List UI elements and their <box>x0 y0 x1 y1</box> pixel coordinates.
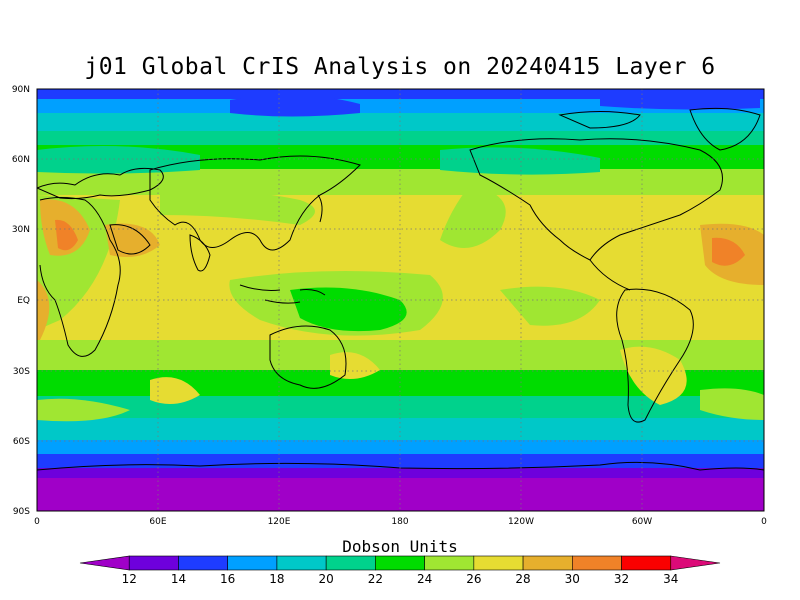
colorbar-segment <box>227 555 278 571</box>
longitude-labels: 0 60E 120E 180 120W 60W 0 <box>34 517 767 527</box>
colorbar-segment <box>375 555 425 571</box>
colorbar-segment <box>325 555 376 571</box>
coastlines <box>37 107 764 471</box>
colorbar-segment <box>178 555 228 571</box>
colorbar-tick-label: 30 <box>565 572 580 586</box>
lat-label-60s: 60S <box>13 437 30 447</box>
lon-label-60w: 60W <box>632 517 652 527</box>
lon-label-0-west: 0 <box>34 517 40 527</box>
lon-label-0-east: 0 <box>761 517 767 527</box>
colorbar-segment <box>473 555 524 571</box>
colorbar: 12 14 16 18 20 22 24 26 28 30 32 34 <box>79 555 721 586</box>
colorbar-segment <box>79 555 130 571</box>
colorbar-tick-label: 32 <box>614 572 629 586</box>
colorbar-segment <box>522 555 573 571</box>
graticule <box>37 89 764 511</box>
lat-label-90n: 90N <box>12 85 30 95</box>
lat-label-30n: 30N <box>12 225 30 235</box>
colorbar-tick-label: 26 <box>466 572 481 586</box>
colorbar-tick-label: 20 <box>319 572 334 586</box>
colorbar-tick-label: 16 <box>220 572 235 586</box>
colorbar-segment <box>670 555 721 571</box>
colorbar-tick-label: 12 <box>122 572 137 586</box>
lon-label-120e: 120E <box>268 517 291 527</box>
lon-label-180: 180 <box>391 517 408 527</box>
lat-label-30s: 30S <box>13 367 30 377</box>
map-title: j01 Global CrIS Analysis on 20240415 Lay… <box>84 54 716 80</box>
ozone-field <box>37 89 764 511</box>
colorbar-tick-label: 28 <box>515 572 530 586</box>
colorbar-tick-label: 14 <box>171 572 186 586</box>
lat-label-eq: EQ <box>17 296 30 306</box>
colorbar-tick-label: 34 <box>663 572 678 586</box>
lat-label-60n: 60N <box>12 155 30 165</box>
colorbar-tick-label: 22 <box>368 572 383 586</box>
colorbar-segment <box>276 555 327 571</box>
colorbar-tick-label: 18 <box>269 572 284 586</box>
colorbar-segment <box>424 555 475 571</box>
map-frame <box>36 88 765 512</box>
colorbar-tick-label: 24 <box>417 572 432 586</box>
colorbar-segment <box>128 555 179 571</box>
lon-label-60e: 60E <box>149 517 166 527</box>
lon-label-120w: 120W <box>508 517 534 527</box>
lat-label-90s: 90S <box>13 507 30 517</box>
colorbar-segment <box>621 555 672 571</box>
latitude-labels: 90N 60N 30N EQ 30S 60S 90S <box>12 85 30 517</box>
colorbar-title: Dobson Units <box>342 537 458 556</box>
colorbar-segment <box>572 555 622 571</box>
